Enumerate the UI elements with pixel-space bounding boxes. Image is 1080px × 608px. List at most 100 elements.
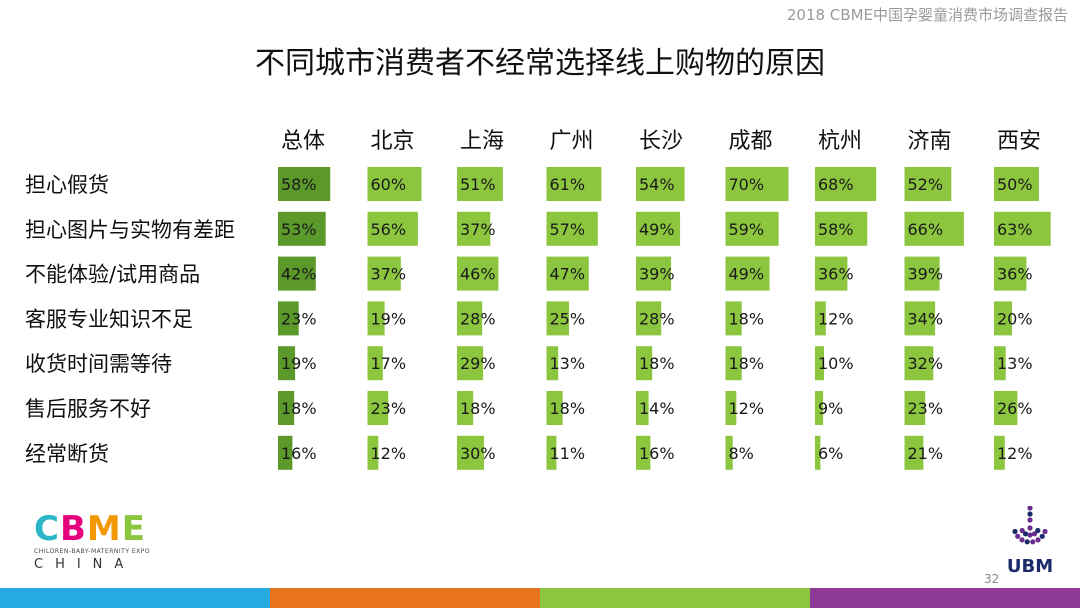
- cbme-logo-subtitle: CHILDREN-BABY-MATERNITY EXPO: [34, 548, 151, 555]
- ubm-dot: [1022, 531, 1029, 537]
- cbme-logo: CBME CHILDREN-BABY-MATERNITY EXPO CHINA: [34, 512, 164, 572]
- bar: [994, 211, 1051, 246]
- bar: [457, 167, 503, 201]
- bar: [636, 256, 672, 291]
- value-label: 18%: [729, 309, 765, 328]
- bar: [904, 391, 926, 425]
- page-number: 32: [984, 572, 1000, 586]
- cbme-logo-region: CHINA: [34, 557, 136, 572]
- value-label: 25%: [550, 309, 586, 328]
- value-label: 68%: [818, 175, 854, 194]
- footer-stripe: [270, 588, 540, 608]
- bar: [636, 211, 681, 246]
- bar: [278, 256, 316, 291]
- value-label: 70%: [729, 175, 765, 194]
- footer-stripe: [810, 588, 1080, 608]
- bar: [546, 391, 563, 425]
- bar: [278, 391, 295, 425]
- value-label: 13%: [997, 354, 1033, 373]
- cbme-logo-letter: B: [59, 509, 87, 549]
- value-label: 21%: [908, 444, 944, 463]
- value-label: 12%: [371, 444, 407, 463]
- bar: [815, 167, 877, 201]
- bar: [725, 256, 770, 291]
- value-label: 18%: [460, 399, 496, 418]
- row-label: 客服专业知识不足: [25, 307, 193, 331]
- value-label: 18%: [729, 354, 765, 373]
- column-header: 杭州: [818, 129, 862, 154]
- ubm-dot: [1039, 533, 1045, 539]
- value-label: 49%: [729, 265, 765, 284]
- value-label: 34%: [908, 309, 944, 328]
- value-label: 29%: [460, 354, 496, 373]
- value-label: 18%: [550, 399, 586, 418]
- bar: [725, 391, 737, 425]
- value-label: 39%: [639, 265, 675, 284]
- row-label: 不能体验/试用商品: [25, 263, 200, 287]
- bar: [367, 391, 389, 425]
- value-label: 36%: [818, 265, 854, 284]
- bar: [278, 301, 299, 336]
- value-label: 28%: [460, 309, 496, 328]
- value-label: 39%: [908, 265, 944, 284]
- value-label: 58%: [281, 175, 317, 194]
- ubm-dot: [1019, 527, 1025, 534]
- bar: [815, 435, 821, 470]
- value-label: 23%: [908, 399, 944, 418]
- ubm-logo: UBM: [1000, 505, 1060, 577]
- cbme-logo-letter: C: [34, 509, 60, 549]
- ubm-dot: [1042, 528, 1048, 535]
- footer-stripe: [540, 588, 810, 608]
- column-header: 北京: [370, 129, 414, 154]
- bar: [457, 346, 484, 381]
- ubm-dot: [1012, 528, 1018, 535]
- bar: [725, 167, 789, 201]
- value-label: 36%: [997, 265, 1033, 284]
- bar: [457, 301, 483, 336]
- value-label: 12%: [997, 444, 1033, 463]
- value-label: 17%: [371, 354, 407, 373]
- footer-color-band: [0, 588, 1080, 608]
- bar: [636, 435, 651, 470]
- value-label: 56%: [371, 220, 407, 239]
- ubm-dots-icon: [1012, 505, 1048, 545]
- value-label: 54%: [639, 175, 675, 194]
- value-label: 9%: [818, 399, 843, 418]
- bar: [546, 167, 602, 201]
- bar: [815, 211, 868, 246]
- value-label: 23%: [281, 309, 317, 328]
- ubm-dot: [1035, 537, 1041, 543]
- column-header: 广州: [549, 129, 593, 154]
- value-label: 12%: [729, 399, 765, 418]
- bar: [725, 301, 742, 336]
- ubm-dot: [1027, 525, 1033, 531]
- bar: [546, 211, 598, 246]
- cbme-logo-letter: E: [121, 509, 146, 549]
- bar: [994, 435, 1005, 470]
- column-header: 西安: [997, 129, 1041, 154]
- value-label: 19%: [371, 309, 407, 328]
- bar: [904, 256, 940, 291]
- bar: [546, 346, 559, 381]
- cbme-logo-letter: M: [86, 509, 122, 549]
- value-label: 18%: [281, 399, 317, 418]
- value-label: 37%: [460, 220, 496, 239]
- footer-stripe: [0, 588, 270, 608]
- value-label: 13%: [550, 354, 586, 373]
- bar: [994, 346, 1006, 381]
- bar: [994, 301, 1012, 336]
- ubm-dot: [1027, 505, 1033, 511]
- value-label: 42%: [281, 265, 317, 284]
- value-label: 14%: [639, 399, 675, 418]
- value-label: 19%: [281, 354, 317, 373]
- row-label: 经常断货: [25, 442, 109, 466]
- bar: [636, 346, 653, 381]
- ubm-dot: [1027, 511, 1033, 517]
- value-label: 8%: [729, 444, 754, 463]
- value-label: 12%: [818, 309, 854, 328]
- bar: [636, 167, 685, 201]
- bar: [278, 167, 331, 201]
- value-label: 6%: [818, 444, 843, 463]
- value-label: 63%: [997, 220, 1033, 239]
- row-label: 担心图片与实物有差距: [25, 218, 235, 242]
